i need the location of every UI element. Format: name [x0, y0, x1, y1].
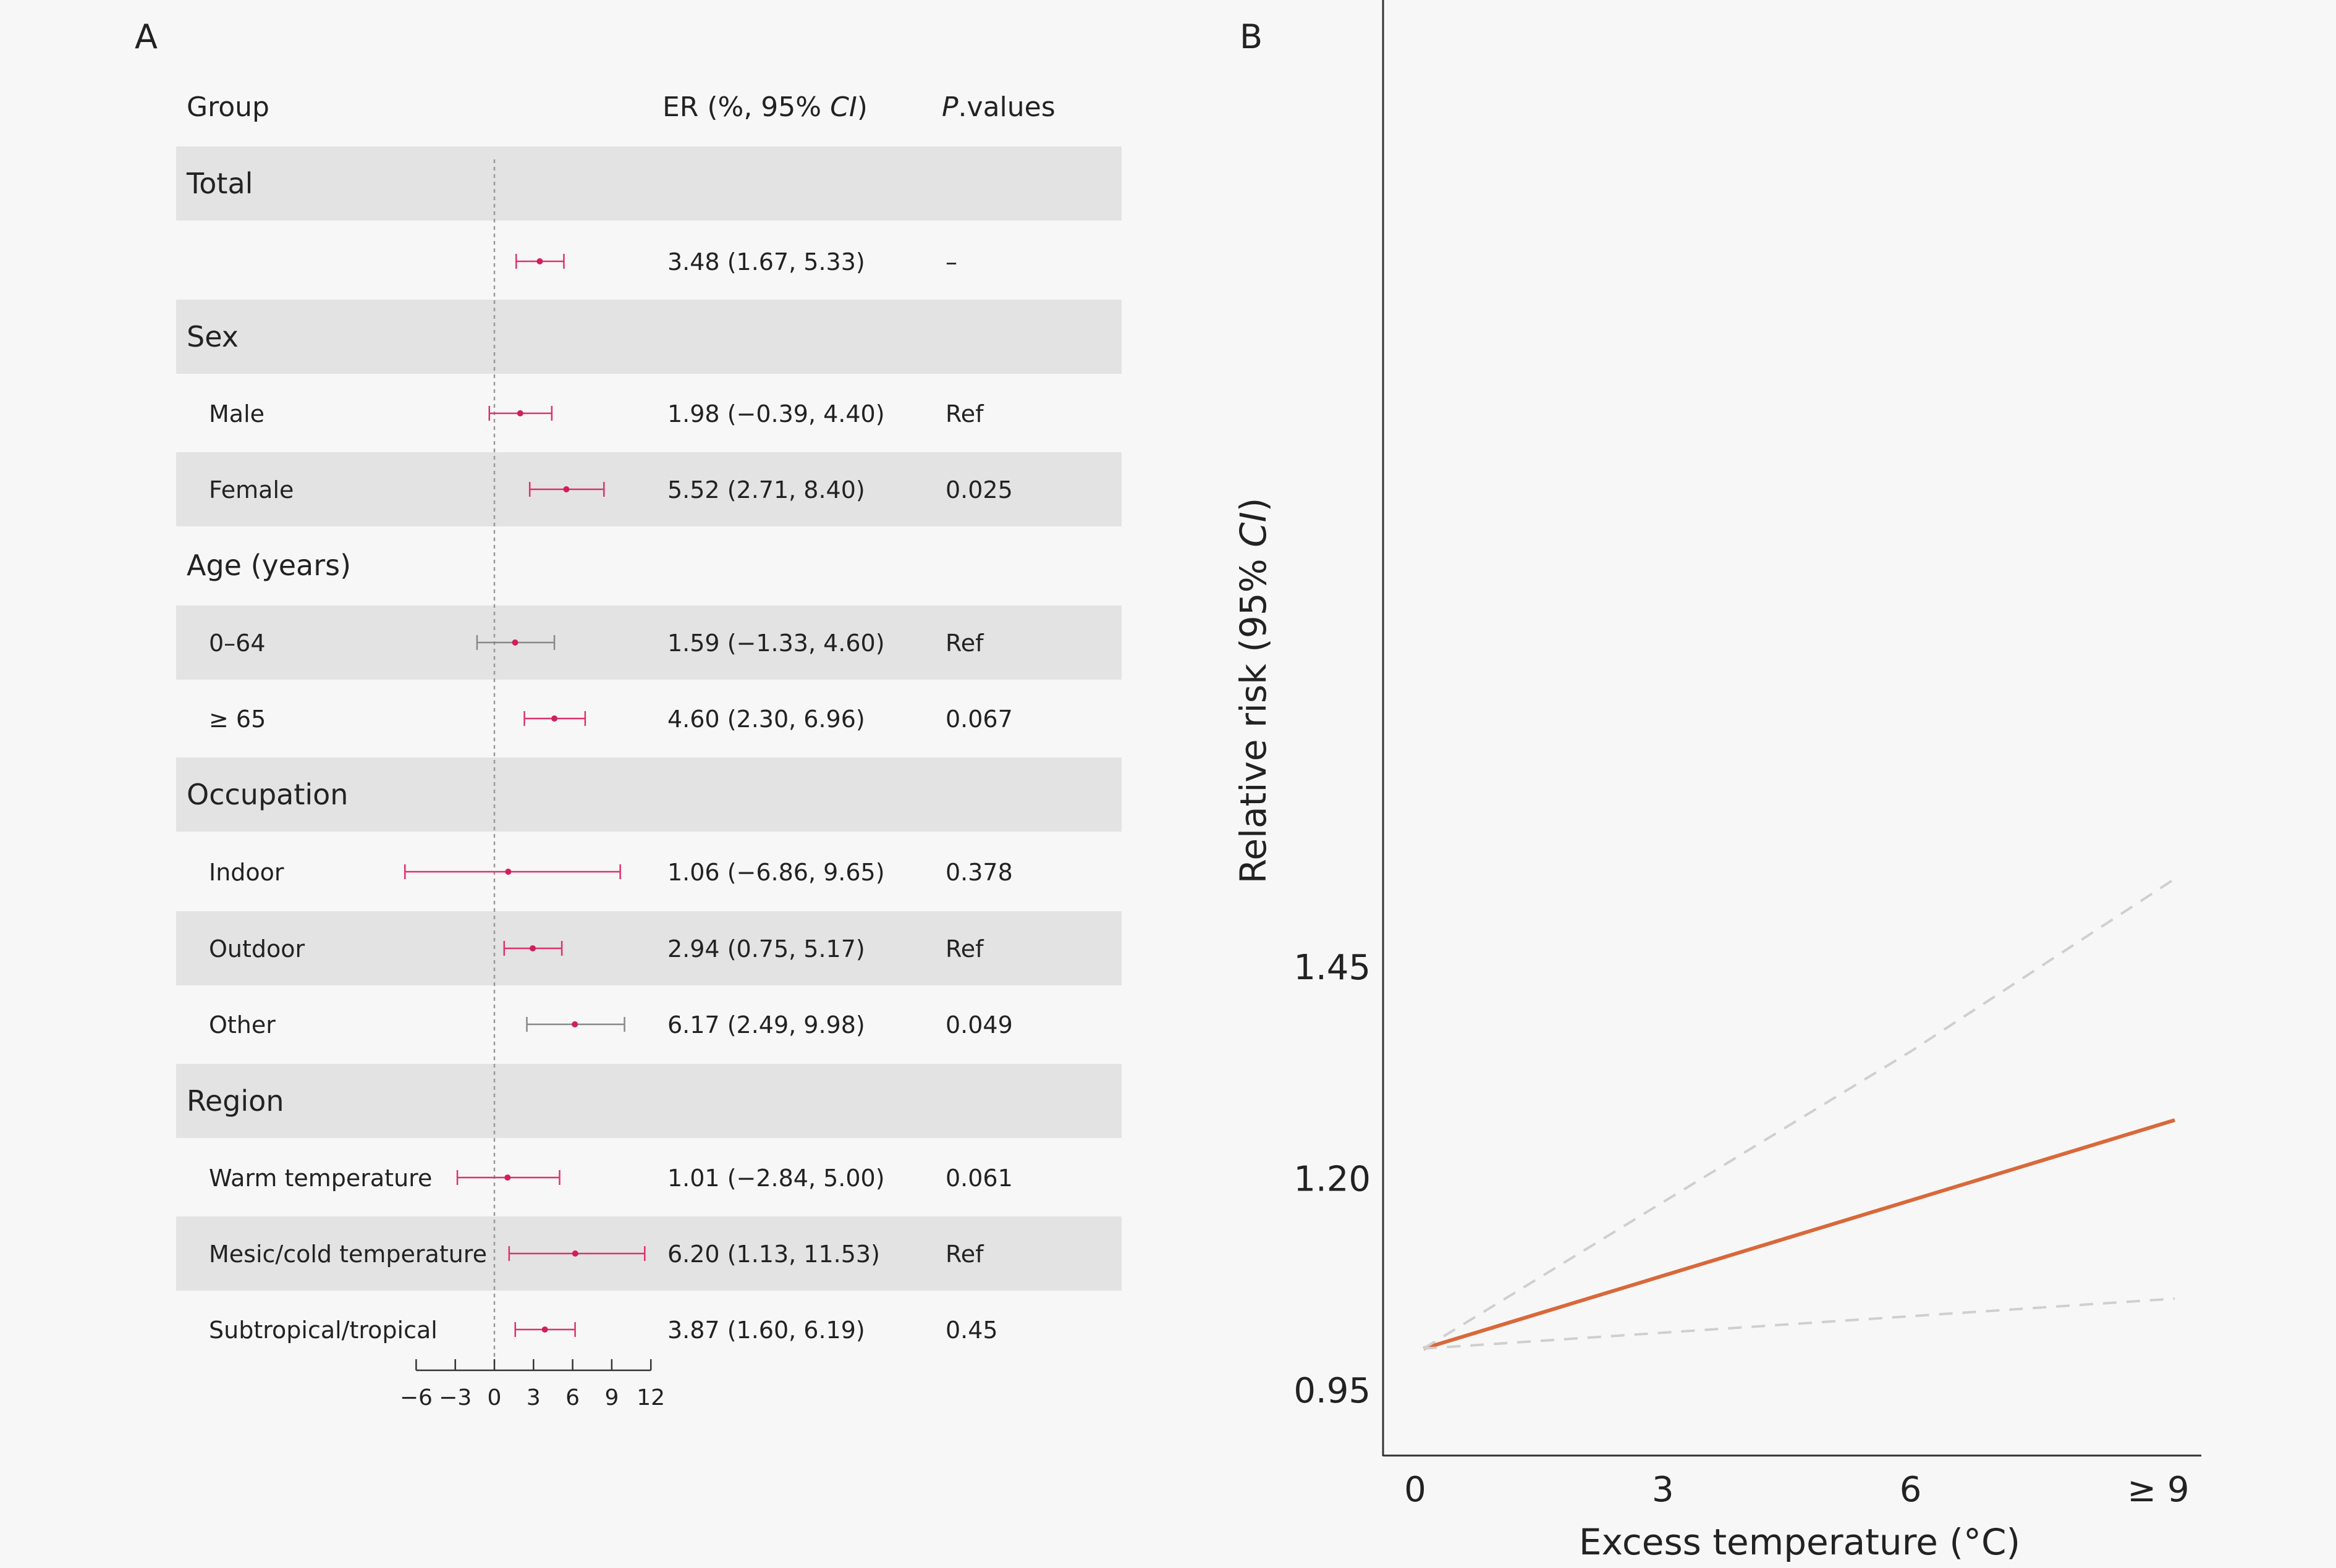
row-band: [176, 1216, 1122, 1291]
forest-tick-label: 12: [637, 1385, 665, 1410]
y-tick-label: 0.95: [1293, 1371, 1371, 1411]
row-label-outdoor: Outdoor: [209, 935, 305, 963]
group-label-occupation: Occupation: [187, 778, 348, 811]
header-p-values: P.values: [942, 91, 1056, 123]
er-value-total: 3.48 (1.67, 5.33): [667, 248, 865, 276]
point-estimate-subtropical-tropical: [541, 1326, 548, 1333]
header-er: ER (%, 95% CI): [662, 91, 868, 123]
forest-header: Group ER (%, 95% CI) P.values: [187, 91, 1056, 123]
row-band: [176, 911, 1122, 985]
er-value-warm-temperature: 1.01 (−2.84, 5.00): [667, 1165, 885, 1192]
p-value-mesic-cold-temperature: Ref: [946, 1241, 984, 1268]
p-value-subtropical-tropical: 0.45: [946, 1317, 998, 1344]
p-value-other: 0.049: [946, 1011, 1013, 1039]
x-axis-title: Excess temperature (°C): [1579, 1521, 2020, 1563]
er-value-subtropical-tropical: 3.87 (1.60, 6.19): [667, 1317, 865, 1344]
point-estimate-other: [572, 1021, 578, 1027]
forest-rows: Total 3.48 (1.67, 5.33) – Sex Male 1.98 (−0.3…: [186, 167, 1013, 1344]
forest-tick-label: 9: [604, 1385, 619, 1410]
panel-b: B 0.95 1.20 1.45 0 3 6 ≥ 9 Excess temperature…: [1232, 0, 2201, 1563]
er-value-male: 1.98 (−0.39, 4.40): [667, 400, 885, 428]
row-band: [176, 300, 1122, 374]
line-series: [1423, 877, 2176, 1351]
x-tick-label: 0: [1404, 1470, 1426, 1510]
row-label-mesic-cold-temperature: Mesic/cold temperature: [209, 1241, 487, 1268]
row-label-male: Male: [209, 400, 264, 428]
er-value-0-64: 1.59 (−1.33, 4.60): [667, 630, 885, 657]
p-value-male: Ref: [946, 400, 984, 428]
y-tick-label: 1.45: [1293, 948, 1371, 988]
x-tick-label: ≥ 9: [2127, 1470, 2189, 1510]
header-group: Group: [187, 91, 269, 123]
y-tick-label: 1.20: [1293, 1160, 1371, 1200]
group-label-total: Total: [186, 167, 253, 200]
forest-tick-label: 6: [565, 1385, 580, 1410]
er-value-indoor: 1.06 (−6.86, 9.65): [667, 859, 885, 886]
point-estimate-total: [536, 258, 543, 264]
series-upper-line: [1423, 877, 2176, 1350]
point-estimate-outdoor: [530, 945, 536, 951]
row-label-0-64: 0–64: [209, 630, 266, 657]
y-axis-title: Relative risk (95% CI): [1232, 498, 1274, 884]
row-label-indoor: Indoor: [209, 859, 284, 886]
row-band: [176, 757, 1122, 832]
row-band: [176, 605, 1122, 680]
x-tick-label: 6: [1900, 1470, 1922, 1510]
series-lower-line: [1423, 1297, 2175, 1350]
er-value-female: 5.52 (2.71, 8.40): [667, 476, 865, 504]
p-value-outdoor: Ref: [946, 935, 984, 963]
point-estimate-warm-temperature: [504, 1174, 511, 1181]
group-label-region: Region: [187, 1084, 284, 1118]
forest-tick-label: 0: [488, 1385, 502, 1410]
point-estimate-mesic-cold-temperature: [572, 1250, 578, 1257]
series-estimate-line: [1423, 1118, 2175, 1351]
panel-b-label: B: [1240, 17, 1263, 56]
p-value-indoor: 0.378: [946, 859, 1013, 886]
row-label-65: ≥ 65: [209, 706, 266, 733]
point-estimate-male: [517, 410, 523, 416]
group-label-age-years: Age (years): [187, 549, 351, 582]
forest-tick-label: −6: [400, 1385, 433, 1410]
point-estimate-female: [563, 486, 570, 492]
forest-tick-label: −3: [439, 1385, 472, 1410]
p-value-total: –: [946, 248, 957, 276]
group-label-sex: Sex: [187, 320, 239, 353]
row-label-female: Female: [209, 476, 294, 504]
row-label-other: Other: [209, 1011, 276, 1039]
panel-a: A Group ER (%, 95% CI) P.values Total 3.4…: [135, 17, 1122, 1410]
y-tick-labels: 0.95 1.20 1.45: [1293, 948, 1371, 1411]
p-value-0-64: Ref: [946, 630, 984, 657]
row-label-warm-temperature: Warm temperature: [209, 1165, 432, 1192]
row-label-subtropical-tropical: Subtropical/tropical: [209, 1317, 438, 1344]
er-value-mesic-cold-temperature: 6.20 (1.13, 11.53): [667, 1241, 880, 1268]
forest-x-axis: −6 −3 0 3 6 9 12: [400, 1359, 665, 1410]
er-value-other: 6.17 (2.49, 9.98): [667, 1011, 865, 1039]
row-band: [176, 452, 1122, 526]
x-tick-labels: 0 3 6 ≥ 9: [1404, 1470, 2189, 1510]
row-band: [176, 1064, 1122, 1138]
row-band: [176, 146, 1122, 221]
point-estimate-65: [551, 715, 558, 722]
forest-tick-label: 3: [527, 1385, 541, 1410]
forest-row-bands: [176, 146, 1122, 1291]
p-value-warm-temperature: 0.061: [946, 1165, 1013, 1192]
point-estimate-0-64: [512, 639, 518, 646]
er-value-65: 4.60 (2.30, 6.96): [667, 706, 865, 733]
er-value-outdoor: 2.94 (0.75, 5.17): [667, 935, 865, 963]
point-estimate-indoor: [505, 869, 512, 875]
p-value-65: 0.067: [946, 706, 1013, 733]
p-value-female: 0.025: [946, 476, 1013, 504]
x-tick-label: 3: [1652, 1470, 1674, 1510]
panel-a-label: A: [135, 17, 158, 56]
